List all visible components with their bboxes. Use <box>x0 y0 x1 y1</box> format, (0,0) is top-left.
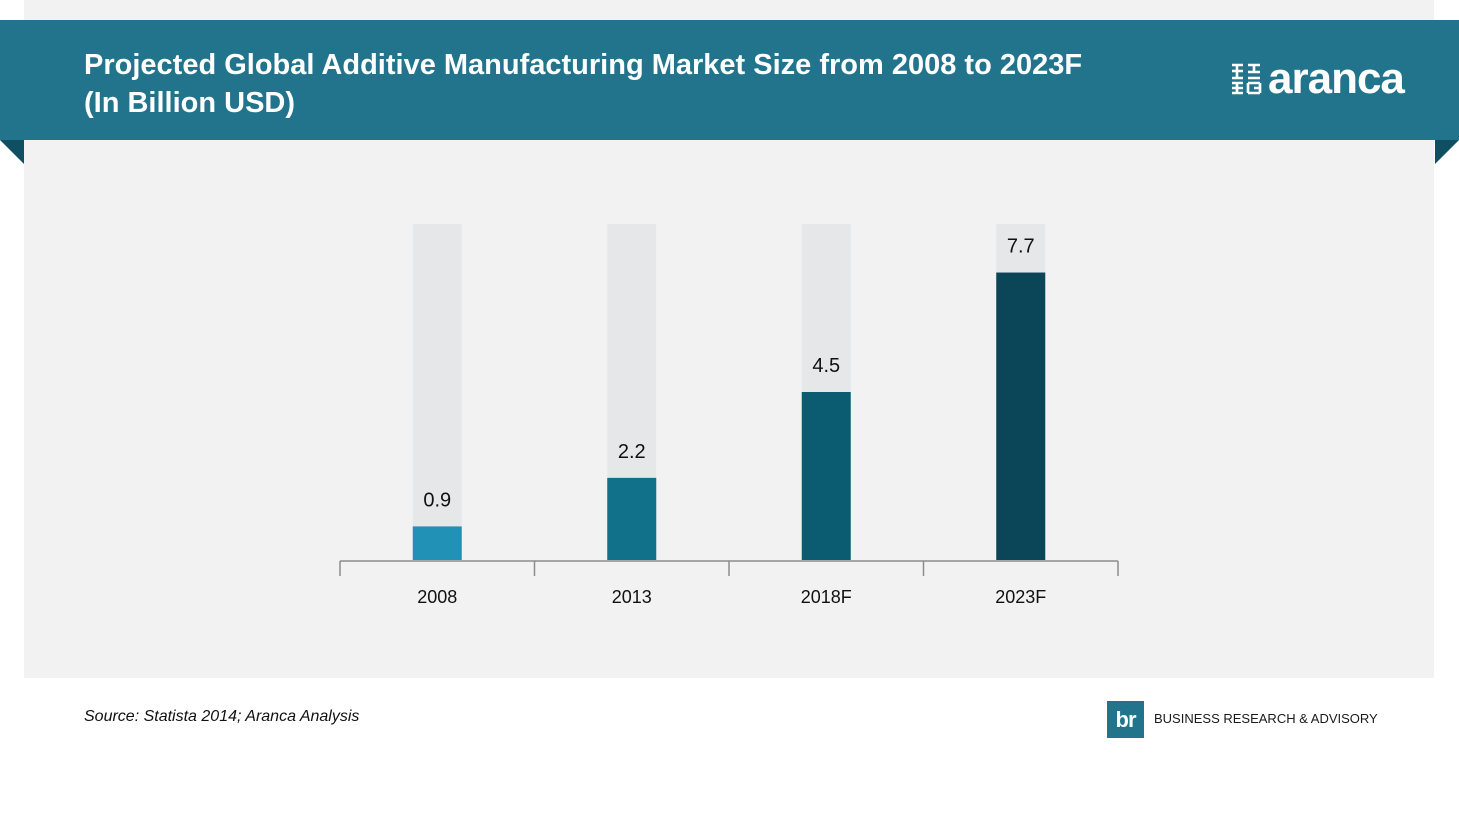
x-tick-label: 2023F <box>995 587 1046 607</box>
chart-title: Projected Global Additive Manufacturing … <box>84 46 1194 122</box>
brand-name: aranca <box>1268 54 1405 103</box>
banner-fold-right <box>1435 140 1459 164</box>
data-label: 2.2 <box>618 441 646 463</box>
title-line-1: Projected Global Additive Manufacturing … <box>84 49 1083 81</box>
title-banner <box>0 20 1459 140</box>
br-logo-icon: br <box>1107 701 1144 738</box>
bar-track <box>412 224 462 560</box>
title-line-2: (In Billion USD) <box>84 87 296 119</box>
data-label: 4.5 <box>812 355 840 377</box>
partner-tagline: BUSINESS RESEARCH & ADVISORY <box>1154 711 1378 726</box>
bar <box>801 392 851 560</box>
banner-fold-left <box>0 140 24 164</box>
source-note: Source: Statista 2014; Aranca Analysis <box>84 708 360 725</box>
bar <box>996 272 1046 560</box>
data-label: 0.9 <box>423 489 451 511</box>
aranca-emblem-icon <box>1232 63 1262 95</box>
x-tick-label: 2018F <box>801 587 852 607</box>
data-label: 7.7 <box>1007 236 1035 258</box>
bar <box>607 477 657 560</box>
aranca-logo: aranca <box>1230 54 1405 103</box>
x-tick-label: 2013 <box>612 587 652 607</box>
x-tick-label: 2008 <box>417 587 457 607</box>
bar <box>412 526 462 560</box>
